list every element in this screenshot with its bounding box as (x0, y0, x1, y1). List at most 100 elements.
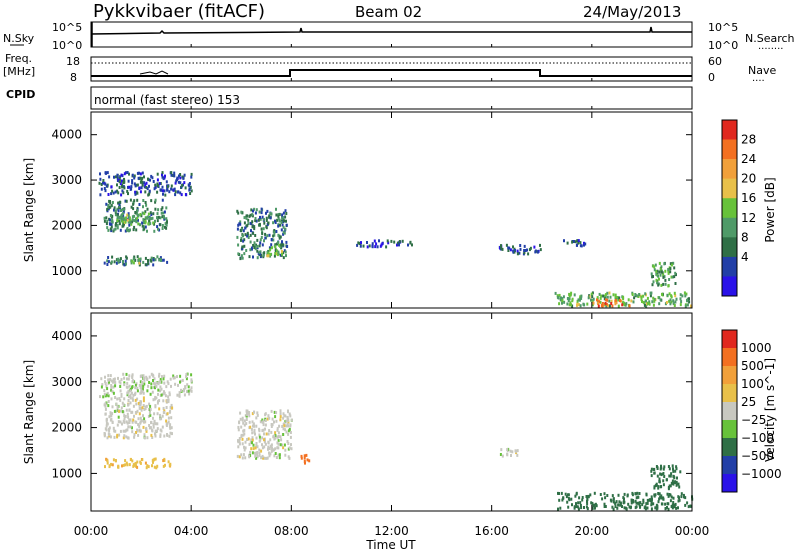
scatter-cell (255, 416, 258, 420)
scatter-cell (509, 248, 512, 252)
scatter-cell (118, 397, 121, 401)
scatter-cell (635, 496, 638, 500)
scatter-cell (672, 474, 675, 478)
scatter-cell (278, 236, 281, 240)
scatter-cell (141, 387, 144, 391)
scatter-cell (284, 250, 287, 254)
scatter-cell (142, 384, 145, 388)
scatter-cell (264, 232, 267, 236)
scatter-cell (164, 463, 166, 467)
scatter-cell (123, 414, 126, 418)
scatter-cell (139, 429, 142, 433)
scatter-cell (664, 507, 667, 510)
scatter-cell (243, 428, 246, 432)
scatter-cell (270, 238, 273, 241)
scatter-cell (282, 243, 284, 247)
scatter-cell (245, 216, 248, 220)
scatter-cell (156, 429, 158, 433)
scatter-cell (163, 210, 166, 214)
scatter-cell (638, 293, 641, 297)
scatter-cell (100, 187, 103, 191)
scatter-cell (672, 481, 674, 485)
scatter-cell (117, 260, 120, 264)
scatter-cell (677, 499, 680, 503)
scatter-cell (103, 434, 106, 438)
scatter-cell (190, 175, 193, 179)
scatter-cell (270, 425, 273, 428)
scatter-cell (281, 213, 284, 217)
scatter-cell (308, 459, 311, 463)
scatter-cell (558, 293, 561, 297)
scatter-cell (664, 278, 667, 282)
scatter-cell (144, 220, 147, 224)
scatter-cell (265, 211, 267, 215)
scatter-cell (265, 226, 268, 230)
scatter-cell (123, 381, 126, 385)
scatter-cell (528, 248, 531, 252)
scatter-cell (258, 435, 261, 439)
scatter-cell (111, 201, 114, 204)
scatter-cell (283, 219, 285, 223)
scatter-cell (124, 199, 127, 203)
scatter-cell (151, 428, 153, 432)
scatter-cell (116, 189, 119, 193)
scatter-cell (672, 302, 675, 306)
scatter-cell (652, 280, 655, 284)
scatter-cell (366, 245, 369, 249)
scatter-cell (242, 421, 245, 425)
scatter-cell (603, 505, 606, 508)
scatter-cell (124, 463, 127, 467)
scatter-cell (599, 296, 602, 300)
scatter-cell (599, 300, 602, 304)
scatter-cell (557, 507, 559, 511)
scatter-cell (567, 299, 570, 303)
scatter-cell (161, 173, 163, 177)
scatter-cell (156, 225, 159, 229)
scatter-cell (109, 435, 112, 439)
scatter-cell (636, 491, 639, 495)
scatter-cell (274, 431, 277, 435)
scatter-cell (174, 190, 177, 194)
scatter-cell (158, 399, 161, 403)
scatter-cell (108, 205, 111, 209)
scatter-cell (243, 216, 246, 220)
scatter-cell (281, 425, 284, 428)
scatter-cell (612, 497, 615, 501)
scatter-cell (162, 459, 165, 463)
scatter-cell (558, 498, 561, 502)
scatter-cell (141, 458, 144, 462)
scatter-cell (248, 454, 251, 458)
scatter-cell (134, 383, 137, 387)
scatter-cell (242, 429, 245, 433)
scatter-cell (573, 240, 575, 243)
scatter-cell (103, 187, 106, 190)
scatter-cell (129, 401, 132, 405)
scatter-cell (632, 500, 635, 504)
scatter-cell (290, 443, 292, 447)
scatter-cell (124, 171, 127, 175)
scatter-cell (128, 216, 131, 220)
scatter-cell (288, 446, 291, 450)
scatter-cell (168, 391, 171, 395)
scatter-cell (123, 186, 126, 190)
scatter-cell (149, 404, 152, 408)
scatter-cell (139, 172, 142, 176)
scatter-cell (109, 201, 112, 205)
scatter-cell (652, 303, 655, 307)
scatter-cell (589, 493, 592, 497)
scatter-cell (103, 403, 106, 407)
scatter-cell (672, 505, 675, 509)
scatter-cell (579, 304, 582, 308)
scatter-cell (285, 430, 288, 434)
scatter-cell (675, 467, 678, 471)
scatter-cell (126, 428, 129, 432)
scatter-cell (637, 501, 640, 505)
scatter-cell (285, 254, 287, 258)
scatter-cell (303, 460, 306, 463)
power-colorbar-label: Power [dB] (763, 177, 777, 242)
scatter-cell (127, 179, 130, 183)
scatter-cell (285, 212, 288, 215)
scatter-cell (103, 432, 106, 435)
colorbar-swatch (722, 276, 737, 297)
time-tick-label: 00:00 (675, 524, 710, 538)
